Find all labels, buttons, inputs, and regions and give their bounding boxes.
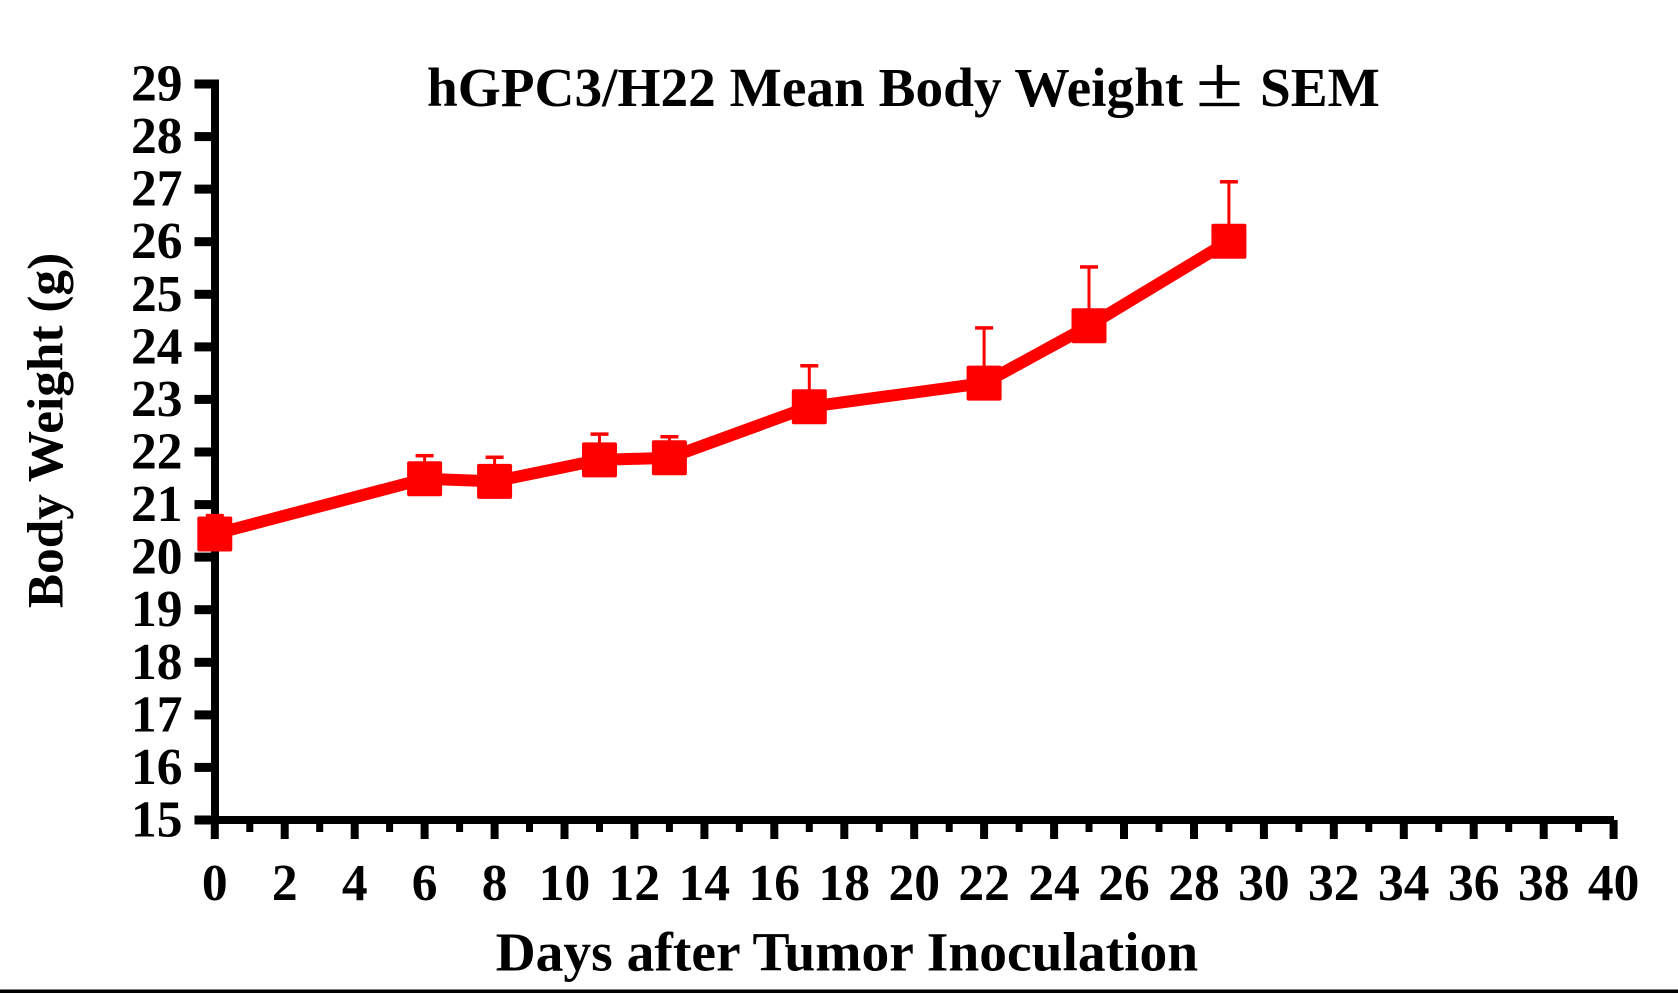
svg-text:2: 2 [272,855,298,912]
svg-text:0: 0 [202,855,228,912]
svg-text:29: 29 [131,56,183,113]
svg-text:40: 40 [1588,855,1640,912]
svg-text:SEM: SEM [1260,57,1380,118]
svg-text:22: 22 [958,855,1010,912]
svg-text:28: 28 [1168,855,1220,912]
svg-text:26: 26 [131,213,183,270]
svg-text:21: 21 [131,476,183,533]
svg-text:32: 32 [1308,855,1360,912]
svg-text:8: 8 [482,855,508,912]
svg-text:24: 24 [131,318,183,375]
svg-text:22: 22 [131,424,183,481]
svg-text:15: 15 [131,792,183,849]
svg-text:24: 24 [1028,855,1080,912]
svg-text:27: 27 [131,161,183,218]
svg-text:4: 4 [342,855,368,912]
svg-text:hGPC3/H22 Mean Body Weight: hGPC3/H22 Mean Body Weight [427,57,1184,118]
svg-text:16: 16 [749,855,801,912]
svg-text:12: 12 [609,855,661,912]
svg-text:16: 16 [131,739,183,796]
svg-text:14: 14 [679,855,731,912]
svg-text:28: 28 [131,108,183,165]
svg-text:26: 26 [1098,855,1150,912]
svg-text:38: 38 [1518,855,1570,912]
svg-text:Days after Tumor Inoculation: Days after Tumor Inoculation [496,922,1199,983]
svg-text:30: 30 [1238,855,1290,912]
svg-text:19: 19 [131,581,183,638]
svg-text:34: 34 [1378,855,1430,912]
svg-text:6: 6 [412,855,438,912]
svg-text:17: 17 [131,686,183,743]
svg-text:20: 20 [131,529,183,586]
svg-text:25: 25 [131,266,183,323]
svg-text:Body Weight (g): Body Weight (g) [18,253,75,608]
svg-text:23: 23 [131,371,183,428]
svg-text:10: 10 [539,855,591,912]
svg-text:18: 18 [131,634,183,691]
svg-text:18: 18 [819,855,871,912]
svg-text:20: 20 [888,855,940,912]
svg-text:36: 36 [1448,855,1500,912]
